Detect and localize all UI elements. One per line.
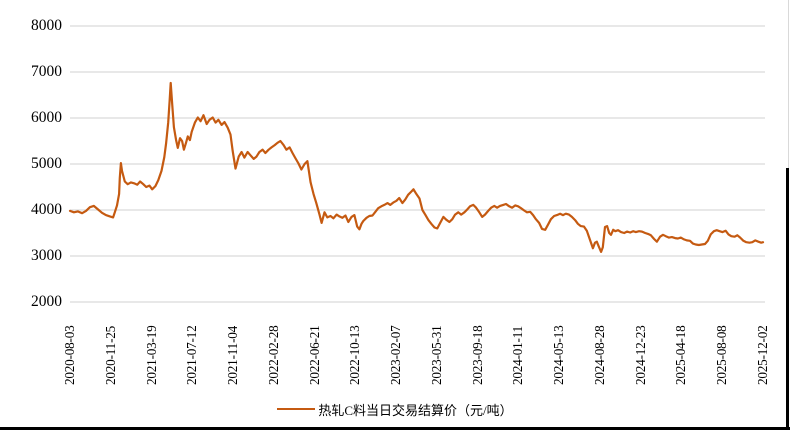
- bottom-border-line: [0, 427, 790, 430]
- x-axis-tick-label: 2025-04-18: [673, 325, 689, 385]
- chart-legend: 热轧C料当日交易结算价（元/吨）: [0, 399, 790, 419]
- x-axis-tick-label: 2024-08-28: [591, 325, 607, 385]
- y-axis-tick-label: 7000: [31, 63, 62, 80]
- gridlines: [70, 25, 765, 303]
- x-axis-tick-label: 2021-11-04: [225, 325, 241, 385]
- legend-series-label: 热轧C料当日交易结算价（元/吨）: [318, 402, 513, 418]
- right-border-line-light: [788, 0, 789, 168]
- x-axis-tick-label: 2025-12-02: [755, 325, 770, 385]
- x-axis-tick-label: 2024-12-23: [632, 325, 648, 385]
- x-axis-tick-label: 2023-02-07: [388, 325, 404, 385]
- x-axis-tick-label: 2022-02-28: [265, 325, 281, 385]
- y-axis-tick-label: 4000: [31, 201, 62, 218]
- y-axis-tick-label: 5000: [31, 155, 62, 172]
- x-axis-tick-label: 2021-03-19: [143, 325, 159, 385]
- x-axis-tick-label: 2024-05-13: [551, 325, 567, 385]
- x-axis-tick-label: 2021-07-12: [184, 325, 200, 385]
- y-axis-tick-label: 3000: [31, 247, 62, 264]
- y-axis-tick-label: 2000: [31, 293, 62, 310]
- y-axis-tick-label: 8000: [31, 17, 62, 34]
- x-axis-tick-label: 2024-01-11: [510, 325, 526, 385]
- right-border-line: [786, 168, 789, 430]
- x-axis-tick-label: 2022-06-21: [306, 325, 322, 385]
- x-axis-tick-label: 2022-10-13: [347, 325, 363, 385]
- legend-line-swatch: [277, 408, 316, 410]
- x-axis-tick-label: 2020-08-03: [62, 325, 77, 385]
- price-series-line: [68, 81, 765, 253]
- x-axis-tick-label: 2023-05-31: [428, 325, 444, 385]
- y-axis-tick-label: 6000: [31, 109, 62, 126]
- x-axis-tick-label: 2025-08-08: [714, 325, 730, 385]
- x-axis-tick-label: 2020-11-25: [102, 325, 118, 385]
- x-axis-tick-label: 2023-09-18: [469, 325, 485, 385]
